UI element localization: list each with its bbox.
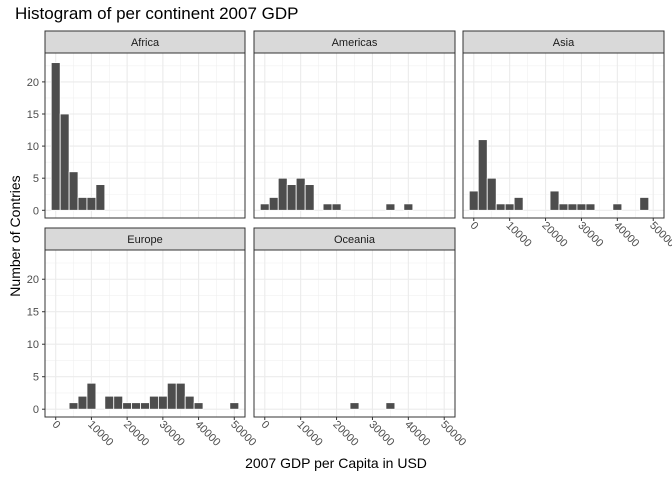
histogram-bar xyxy=(77,197,88,211)
histogram-bar xyxy=(113,395,124,410)
histogram-bar xyxy=(295,177,306,211)
panel-asia: Asia 0 10000 20000 30000 40000 50000 xyxy=(462,30,672,250)
y-tick-label: 20 xyxy=(27,274,39,286)
x-tick-label: 50000 xyxy=(228,419,258,449)
panel-border xyxy=(253,52,456,219)
x-tick-label: 40000 xyxy=(402,419,432,449)
y-tick-label: 20 xyxy=(27,77,39,89)
strip-label: Oceania xyxy=(334,234,376,246)
strip-label: Asia xyxy=(553,37,575,49)
strip-label: Africa xyxy=(131,37,160,49)
panel-africa: Africa 0 5 10 15 20 xyxy=(27,30,246,219)
y-tick-label: 0 xyxy=(33,205,39,217)
histogram-bar xyxy=(131,402,141,410)
x-tick-label: 50000 xyxy=(647,220,672,250)
histogram-bar xyxy=(576,203,587,211)
histogram-bar xyxy=(166,382,177,410)
y-tick-label: 15 xyxy=(27,109,39,121)
histogram-bar xyxy=(149,395,159,410)
histogram-bar xyxy=(385,203,396,211)
y-tick-label: 0 xyxy=(33,404,39,416)
histogram-bar xyxy=(59,113,70,211)
histogram-bar xyxy=(639,197,650,211)
x-tick-label: 10000 xyxy=(504,220,534,250)
panel-border xyxy=(44,52,246,219)
histogram-bar xyxy=(86,382,97,410)
histogram-bar xyxy=(468,190,479,211)
histogram-bar xyxy=(122,402,133,410)
y-tick-label: 5 xyxy=(33,173,39,185)
x-tick-label: 50000 xyxy=(438,419,468,449)
histogram-bar xyxy=(286,184,297,211)
histogram-bar xyxy=(95,184,106,211)
x-tick-label: 10000 xyxy=(295,419,325,449)
histogram-bar xyxy=(322,203,333,211)
x-tick-label: 20000 xyxy=(539,220,569,250)
x-tick-label: 40000 xyxy=(192,419,222,449)
histogram-bar xyxy=(549,190,560,211)
x-tick-label: 40000 xyxy=(611,220,641,250)
histogram-bar xyxy=(513,197,524,211)
histogram-bar xyxy=(157,395,168,410)
x-tick-label: 0 xyxy=(259,419,272,432)
histogram-bar xyxy=(104,395,115,410)
x-tick-label: 0 xyxy=(50,419,63,432)
histogram-bar xyxy=(259,203,270,211)
panel-oceania: Oceania 0 10000 20000 30000 40000 50000 xyxy=(253,227,468,449)
x-tick-label: 20000 xyxy=(330,419,360,449)
x-axis-title: 2007 GDP per Capita in USD xyxy=(245,455,427,471)
y-tick-label: 5 xyxy=(33,372,39,384)
histogram-bar xyxy=(184,395,195,410)
histogram-bar xyxy=(277,177,288,211)
histogram-bar xyxy=(77,395,88,410)
histogram-bar xyxy=(68,402,79,410)
x-tick-label: 20000 xyxy=(121,419,151,449)
histogram-bar xyxy=(504,203,515,211)
y-tick-label: 15 xyxy=(27,307,39,319)
panel-border xyxy=(253,249,456,418)
histogram-bar xyxy=(229,402,240,410)
strip-label: Americas xyxy=(332,37,378,49)
x-tick-label: 0 xyxy=(468,220,481,233)
strip-label: Europe xyxy=(127,234,162,246)
histogram-bar xyxy=(304,184,315,211)
histogram-bar xyxy=(612,203,623,211)
histogram-bar xyxy=(140,402,150,410)
histogram-bar xyxy=(567,203,578,211)
histogram-bar xyxy=(403,203,414,211)
histogram-bar xyxy=(68,171,79,211)
histogram-bar xyxy=(477,139,488,211)
histogram-bar xyxy=(486,177,497,211)
histogram-bar xyxy=(495,203,506,211)
histogram-bar xyxy=(331,203,342,211)
histogram-bar xyxy=(193,402,204,410)
panel-americas: Americas xyxy=(253,30,456,219)
y-tick-label: 10 xyxy=(27,141,39,153)
x-tick-label: 30000 xyxy=(366,419,396,449)
histogram-bar xyxy=(50,62,61,211)
histogram-bar xyxy=(585,203,596,211)
panel-europe: Europe 0 5 10 15 20 0 10000 20000 30000 40000 50000 xyxy=(27,227,258,449)
chart-title: Histogram of per continent 2007 GDP xyxy=(15,4,299,23)
histogram-bar xyxy=(558,203,569,211)
panel-border xyxy=(462,52,665,219)
histogram-bar xyxy=(175,382,186,410)
histogram-bar xyxy=(349,402,360,410)
histogram-bar xyxy=(385,402,396,410)
histogram-bar xyxy=(86,197,97,211)
y-tick-label: 10 xyxy=(27,339,39,351)
x-tick-label: 10000 xyxy=(85,419,115,449)
histogram-bar xyxy=(268,197,279,211)
x-tick-label: 30000 xyxy=(157,419,187,449)
panel-border xyxy=(44,249,246,418)
x-tick-label: 30000 xyxy=(575,220,605,250)
